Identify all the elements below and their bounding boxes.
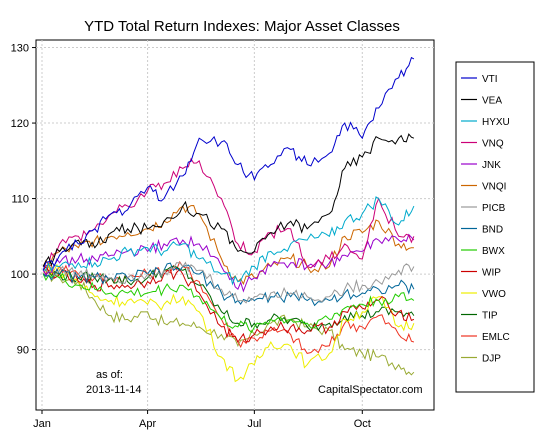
y-tick-label: 130 (11, 43, 29, 55)
legend-label: DJP (482, 354, 501, 365)
series-line-tip (42, 265, 415, 332)
series-line-vnq (43, 157, 415, 269)
source-label: CapitalSpectator.com (318, 384, 423, 396)
as-of-date: 2013-11-14 (86, 384, 141, 396)
as-of-label: as of: (96, 369, 123, 381)
legend-box (455, 61, 535, 393)
series-line-jnk (42, 233, 415, 293)
series-line-bwx (42, 272, 415, 334)
series-lines (42, 56, 415, 383)
legend-label: HYXU (482, 117, 510, 128)
series-line-djp (42, 269, 415, 376)
series-line-vnqi (42, 204, 414, 286)
legend: VTI VEA HYXU VNQ JNK VNQI PICB BND BWX WIP VWO TIP E… (455, 61, 535, 393)
series-line-vti (42, 56, 415, 271)
legend-label: VWO (482, 289, 506, 300)
x-tick-label: Jan (33, 418, 51, 430)
x-tick-label: Jul (247, 418, 261, 430)
legend-label: PICB (482, 203, 506, 214)
grid-lines (36, 40, 434, 410)
series-line-picb (43, 261, 415, 304)
legend-label: VNQI (482, 182, 506, 193)
series-line-wip (42, 266, 415, 344)
legend-label: TIP (482, 311, 498, 322)
legend-label: VEA (482, 96, 502, 107)
legend-label: VTI (482, 74, 498, 85)
plot-area (35, 39, 435, 411)
legend-label: VNQ (482, 139, 504, 150)
y-tick-label: 100 (11, 269, 29, 281)
legend-label: EMLC (482, 332, 510, 343)
chart-title: YTD Total Return Indexes: Major Asset Cl… (84, 18, 400, 35)
legend-label: BND (482, 225, 503, 236)
x-tick-label: Apr (139, 418, 156, 430)
x-tick-label: Oct (354, 418, 371, 430)
axes: 90 100 110 120 130 Jan Apr Jul Oct (11, 43, 371, 430)
y-tick-label: 120 (11, 118, 29, 130)
series-line-bnd (42, 262, 415, 307)
legend-label: BWX (482, 246, 505, 257)
y-tick-label: 110 (11, 194, 29, 206)
legend-label: JNK (482, 160, 501, 171)
y-tick-label: 90 (17, 345, 29, 357)
legend-label: WIP (482, 268, 501, 279)
series-line-vwo (43, 263, 415, 383)
series-line-hyxu (43, 196, 415, 286)
series-line-vea (42, 133, 415, 267)
